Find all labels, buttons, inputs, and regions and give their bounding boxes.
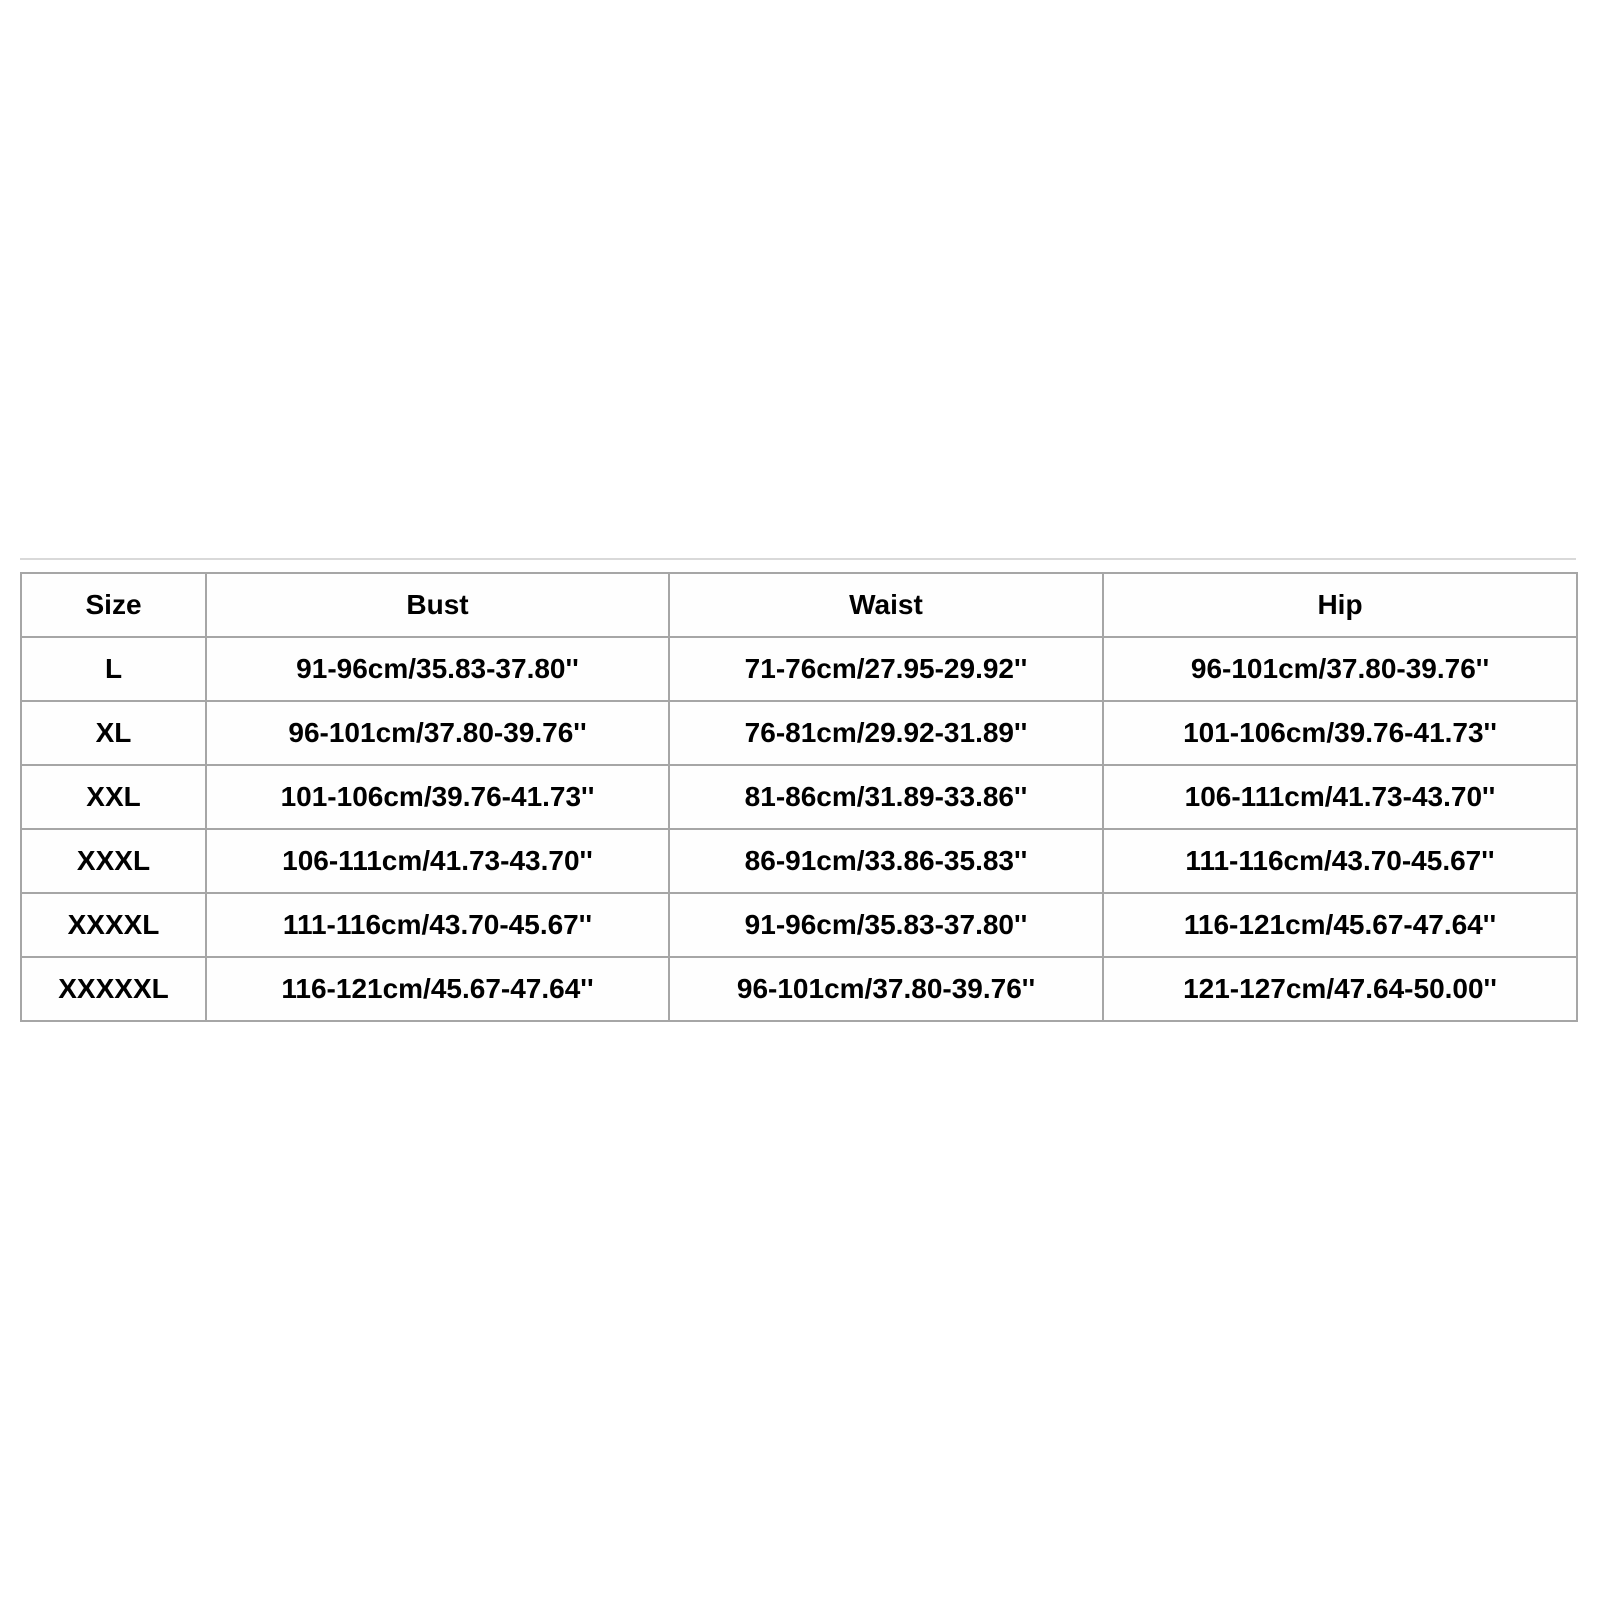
- column-header-size: Size: [20, 572, 207, 638]
- bust-cell: 116-121cm/45.67-47.64'': [205, 956, 670, 1022]
- waist-cell: 81-86cm/31.89-33.86'': [668, 764, 1104, 830]
- column-header-hip: Hip: [1102, 572, 1578, 638]
- table-row: XXXXXL 116-121cm/45.67-47.64'' 96-101cm/…: [20, 956, 1578, 1022]
- hip-cell: 111-116cm/43.70-45.67'': [1102, 828, 1578, 894]
- table-row: XXXL 106-111cm/41.73-43.70'' 86-91cm/33.…: [20, 828, 1578, 894]
- waist-cell: 71-76cm/27.95-29.92'': [668, 636, 1104, 702]
- faint-divider-line: [20, 558, 1576, 560]
- column-header-bust: Bust: [205, 572, 670, 638]
- size-cell: XXXXXL: [20, 956, 207, 1022]
- table-row: L 91-96cm/35.83-37.80'' 71-76cm/27.95-29…: [20, 636, 1578, 702]
- header-row: Size Bust Waist Hip: [20, 572, 1578, 638]
- waist-cell: 76-81cm/29.92-31.89'': [668, 700, 1104, 766]
- bust-cell: 96-101cm/37.80-39.76'': [205, 700, 670, 766]
- size-cell: L: [20, 636, 207, 702]
- table-row: XXL 101-106cm/39.76-41.73'' 81-86cm/31.8…: [20, 764, 1578, 830]
- hip-cell: 116-121cm/45.67-47.64'': [1102, 892, 1578, 958]
- waist-cell: 86-91cm/33.86-35.83'': [668, 828, 1104, 894]
- bust-cell: 106-111cm/41.73-43.70'': [205, 828, 670, 894]
- hip-cell: 96-101cm/37.80-39.76'': [1102, 636, 1578, 702]
- size-cell: XXXXL: [20, 892, 207, 958]
- size-chart-table: Size Bust Waist Hip L 91-96cm/35.83-37.8…: [20, 572, 1578, 1022]
- bust-cell: 91-96cm/35.83-37.80'': [205, 636, 670, 702]
- hip-cell: 121-127cm/47.64-50.00'': [1102, 956, 1578, 1022]
- size-cell: XXL: [20, 764, 207, 830]
- hip-cell: 101-106cm/39.76-41.73'': [1102, 700, 1578, 766]
- bust-cell: 101-106cm/39.76-41.73'': [205, 764, 670, 830]
- size-cell: XXXL: [20, 828, 207, 894]
- waist-cell: 91-96cm/35.83-37.80'': [668, 892, 1104, 958]
- size-cell: XL: [20, 700, 207, 766]
- table-row: XXXXL 111-116cm/43.70-45.67'' 91-96cm/35…: [20, 892, 1578, 958]
- hip-cell: 106-111cm/41.73-43.70'': [1102, 764, 1578, 830]
- table-row: XL 96-101cm/37.80-39.76'' 76-81cm/29.92-…: [20, 700, 1578, 766]
- bust-cell: 111-116cm/43.70-45.67'': [205, 892, 670, 958]
- waist-cell: 96-101cm/37.80-39.76'': [668, 956, 1104, 1022]
- column-header-waist: Waist: [668, 572, 1104, 638]
